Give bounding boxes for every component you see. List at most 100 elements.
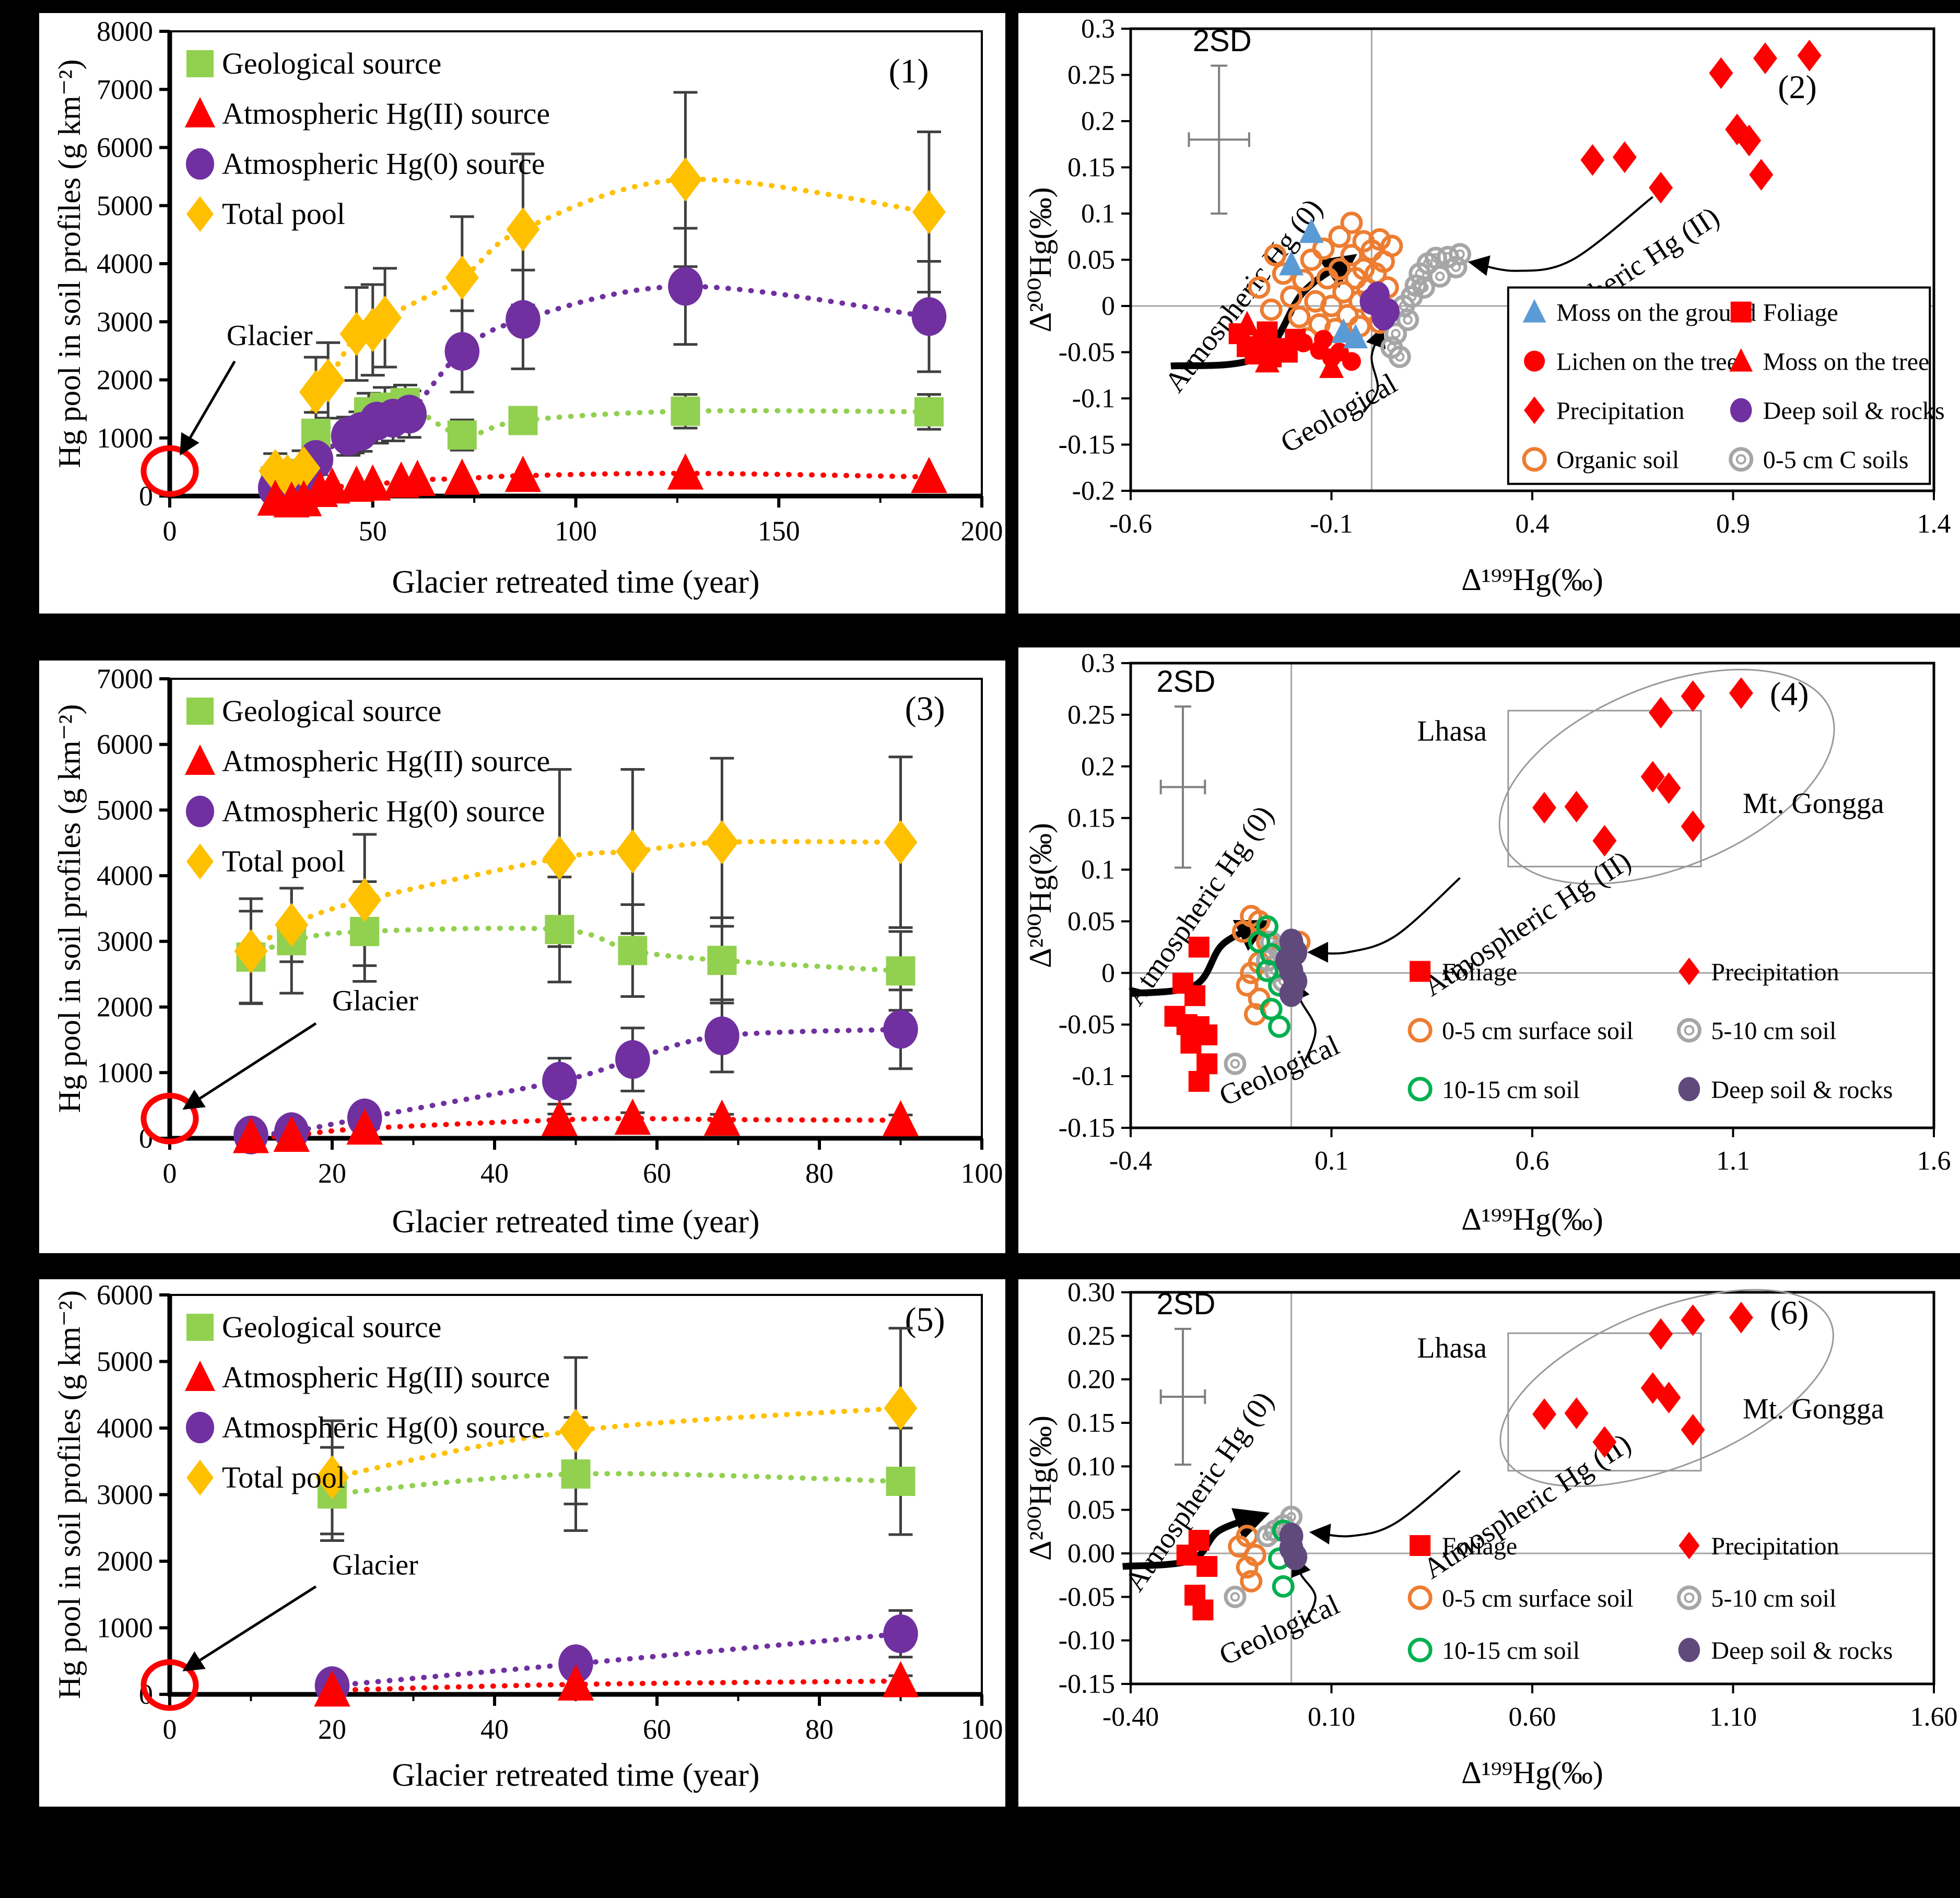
svg-text:10-15 cm soil: 10-15 cm soil [1442, 1637, 1580, 1665]
svg-text:-0.05: -0.05 [1059, 1010, 1115, 1040]
svg-text:40: 40 [480, 1158, 509, 1189]
svg-text:0: 0 [1101, 958, 1115, 988]
svg-text:0.30: 0.30 [1067, 1279, 1115, 1307]
svg-text:Atmospheric Hg(II) source: Atmospheric Hg(II) source [222, 97, 550, 131]
svg-text:(4): (4) [1770, 675, 1809, 712]
svg-text:0.15: 0.15 [1067, 804, 1115, 833]
svg-text:20: 20 [318, 1158, 346, 1189]
svg-text:-0.1: -0.1 [1310, 509, 1353, 539]
svg-text:Glacier retreated time (year): Glacier retreated time (year) [392, 1204, 760, 1240]
panel-6-isotope-scatter: 0.30 0.25 0.20 0.15 0.10 0.05 0.00 -0.05 -0.10 -0… [1018, 1279, 1960, 1807]
svg-text:3000: 3000 [97, 926, 153, 957]
svg-text:60: 60 [643, 1714, 671, 1745]
svg-text:-0.15: -0.15 [1059, 430, 1115, 460]
svg-text:Hg pool in soil profiles (g km: Hg pool in soil profiles (g km⁻²) [52, 1290, 87, 1699]
svg-text:5-10 cm soil: 5-10 cm soil [1711, 1017, 1836, 1045]
svg-text:0.1: 0.1 [1315, 1146, 1348, 1176]
svg-text:Mt. Gongga: Mt. Gongga [1743, 1393, 1884, 1425]
svg-text:5000: 5000 [97, 794, 153, 826]
panel-4-isotope-scatter: 0.3 0.25 0.2 0.15 0.1 0.05 0 -0.05 -0.1 -0.15 -0.4… [1018, 647, 1960, 1253]
svg-text:Geological: Geological [1275, 367, 1403, 459]
svg-text:150: 150 [758, 515, 800, 547]
svg-text:0.1: 0.1 [1081, 855, 1115, 885]
svg-text:Δ²⁰⁰Hg(‰): Δ²⁰⁰Hg(‰) [1023, 1416, 1058, 1561]
svg-text:Geological: Geological [1214, 1029, 1344, 1113]
svg-text:0.2: 0.2 [1081, 752, 1115, 782]
svg-text:0: 0 [1101, 291, 1115, 321]
svg-text:0.1: 0.1 [1081, 199, 1115, 229]
svg-text:Foliage: Foliage [1763, 299, 1838, 327]
svg-text:Atmospheric Hg(II) source: Atmospheric Hg(II) source [222, 744, 550, 778]
svg-text:-0.05: -0.05 [1059, 1582, 1115, 1612]
svg-text:Geological source: Geological source [222, 46, 441, 80]
svg-text:2SD: 2SD [1193, 24, 1252, 58]
svg-text:4000: 4000 [97, 248, 153, 279]
svg-text:Precipitation: Precipitation [1711, 958, 1839, 986]
svg-text:7000: 7000 [97, 663, 153, 694]
svg-text:-0.6: -0.6 [1109, 509, 1152, 539]
svg-text:0: 0 [163, 515, 177, 547]
svg-text:100: 100 [555, 515, 597, 547]
svg-text:0.05: 0.05 [1067, 245, 1115, 275]
svg-text:Deep soil & rocks: Deep soil & rocks [1763, 397, 1945, 425]
svg-text:Glacier retreated time (year): Glacier retreated time (year) [392, 564, 760, 600]
svg-text:6000: 6000 [97, 1279, 153, 1311]
svg-text:Glacier retreated time (year): Glacier retreated time (year) [392, 1758, 760, 1793]
svg-text:Total pool: Total pool [222, 844, 345, 878]
svg-text:0.05: 0.05 [1067, 1495, 1115, 1525]
svg-text:Total pool: Total pool [222, 197, 345, 231]
svg-text:Hg pool in soil profiles (g km: Hg pool in soil profiles (g km⁻²) [52, 704, 87, 1113]
svg-text:1000: 1000 [97, 1057, 153, 1088]
svg-text:1000: 1000 [97, 422, 153, 454]
svg-text:0.10: 0.10 [1067, 1452, 1115, 1481]
svg-text:Deep soil & rocks: Deep soil & rocks [1711, 1637, 1893, 1665]
svg-text:Foliage: Foliage [1442, 1532, 1517, 1560]
svg-text:2SD: 2SD [1157, 1287, 1216, 1321]
svg-text:3000: 3000 [97, 306, 153, 337]
svg-text:-0.15: -0.15 [1059, 1669, 1115, 1699]
panel-2-isotope-scatter: 0.3 0.25 0.2 0.15 0.1 0.05 0 -0.05 -0.1 -0.15 -0.2… [1018, 13, 1960, 614]
svg-text:Precipitation: Precipitation [1711, 1532, 1839, 1560]
svg-text:(6): (6) [1770, 1294, 1809, 1331]
svg-text:Atmospheric Hg(II) source: Atmospheric Hg(II) source [222, 1360, 550, 1394]
svg-text:Δ¹⁹⁹Hg(‰): Δ¹⁹⁹Hg(‰) [1461, 1755, 1603, 1790]
svg-text:3000: 3000 [97, 1479, 153, 1511]
svg-text:1.60: 1.60 [1910, 1702, 1958, 1732]
svg-text:Foliage: Foliage [1442, 958, 1517, 986]
svg-text:Glacier: Glacier [332, 985, 418, 1017]
svg-text:Atmospheric Hg(0) source: Atmospheric Hg(0) source [222, 794, 545, 828]
svg-text:0.6: 0.6 [1516, 1146, 1550, 1176]
svg-text:0.00: 0.00 [1067, 1539, 1115, 1569]
svg-text:Δ¹⁹⁹Hg(‰): Δ¹⁹⁹Hg(‰) [1461, 562, 1603, 597]
svg-text:0.60: 0.60 [1509, 1702, 1556, 1732]
panel-2-chart: 0.3 0.25 0.2 0.15 0.1 0.05 0 -0.05 -0.1 -0.15 -0.2… [1023, 14, 1951, 597]
svg-text:1.1: 1.1 [1716, 1146, 1750, 1176]
panel-3-hg-pool-vs-time: 0 1000 2000 3000 4000 5000 6000 7000 0 20 40 60 80 10… [39, 661, 1005, 1253]
svg-text:0.4: 0.4 [1516, 509, 1550, 539]
svg-text:2000: 2000 [97, 992, 153, 1023]
svg-text:0-5 cm C soils: 0-5 cm C soils [1763, 446, 1909, 474]
svg-text:Hg pool in soil profiles (g km: Hg pool in soil profiles (g km⁻²) [52, 60, 87, 468]
svg-text:0.25: 0.25 [1067, 61, 1115, 90]
svg-text:0-5 cm surface soil: 0-5 cm surface soil [1442, 1585, 1634, 1612]
svg-text:-0.1: -0.1 [1072, 1062, 1115, 1091]
svg-text:-0.2: -0.2 [1072, 476, 1115, 506]
svg-text:-0.10: -0.10 [1059, 1626, 1115, 1656]
svg-text:0.25: 0.25 [1067, 1321, 1115, 1351]
svg-text:Glacier: Glacier [227, 320, 313, 352]
svg-text:200: 200 [961, 515, 1003, 547]
svg-text:20: 20 [318, 1714, 346, 1745]
svg-text:Glacier: Glacier [332, 1549, 418, 1582]
svg-text:0.15: 0.15 [1067, 153, 1115, 183]
svg-text:Lichen on the tree: Lichen on the tree [1556, 348, 1738, 376]
svg-text:1.10: 1.10 [1709, 1702, 1757, 1732]
svg-text:0.2: 0.2 [1081, 107, 1115, 136]
svg-text:-0.4: -0.4 [1109, 1146, 1152, 1176]
svg-text:0.25: 0.25 [1067, 700, 1115, 730]
svg-text:-0.1: -0.1 [1072, 384, 1115, 414]
svg-text:1000: 1000 [97, 1612, 153, 1644]
svg-text:Δ¹⁹⁹Hg(‰): Δ¹⁹⁹Hg(‰) [1461, 1202, 1603, 1236]
svg-text:Mt. Gongga: Mt. Gongga [1743, 787, 1884, 820]
